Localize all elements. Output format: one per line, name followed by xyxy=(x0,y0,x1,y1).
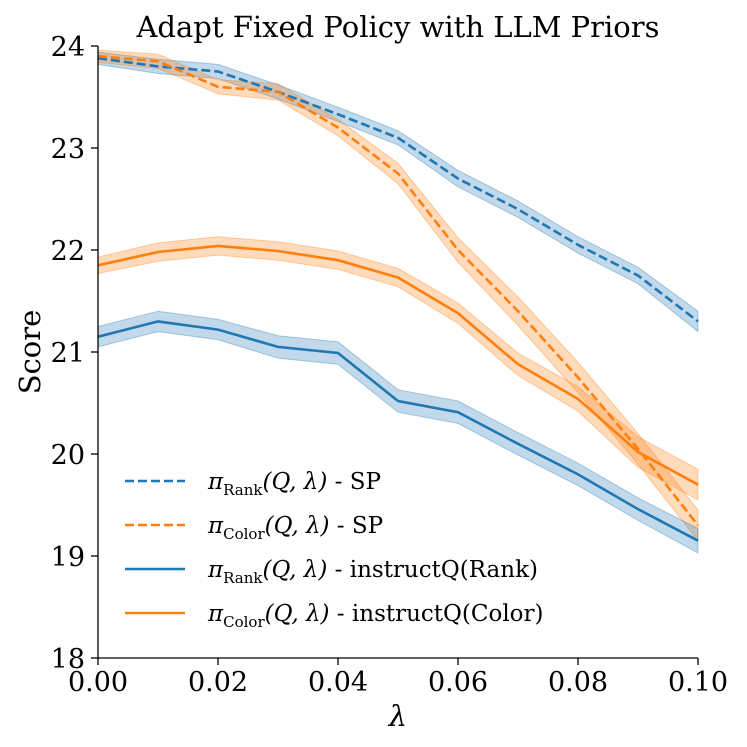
x-tick-label: 0.02 xyxy=(188,667,248,698)
series-line-0 xyxy=(97,56,699,323)
legend-symbol: π xyxy=(207,513,224,539)
series-band-3 xyxy=(97,236,699,501)
series-line-1 xyxy=(97,54,700,527)
legend-subscript: Rank xyxy=(223,481,263,499)
y-tick-label: 22 xyxy=(51,236,85,267)
series-lines xyxy=(97,54,700,542)
x-axis-label: λ xyxy=(388,699,407,733)
legend-symbol: π xyxy=(207,469,224,495)
x-tick-label: 0.04 xyxy=(308,667,368,698)
legend-symbol: π xyxy=(207,557,224,583)
legend-entry-2: πRank(Q, λ) - instructQ(Rank) xyxy=(207,557,538,587)
x-ticks: 0.00 0.02 0.04 0.06 0.08 0.10 xyxy=(68,658,728,698)
legend-args: (Q, λ) xyxy=(262,469,327,495)
x-tick-label: 0.08 xyxy=(548,667,608,698)
chart-title: Adapt Fixed Policy with LLM Priors xyxy=(135,10,659,44)
legend-suffix: - SP xyxy=(330,513,384,539)
confidence-bands xyxy=(97,49,699,554)
legend-suffix: - instructQ(Color) xyxy=(330,601,544,627)
y-axis-label: Score xyxy=(13,310,47,395)
legend-suffix: - SP xyxy=(327,469,381,495)
legend-subscript: Color xyxy=(223,613,265,631)
x-tick-label: 0.00 xyxy=(68,667,128,698)
y-tick-label: 20 xyxy=(51,440,85,471)
legend-args: (Q, λ) xyxy=(262,557,327,583)
legend-args: (Q, λ) xyxy=(265,601,330,627)
series-band-2 xyxy=(97,310,699,554)
legend-symbol: π xyxy=(207,601,224,627)
y-tick-label: 19 xyxy=(51,542,85,573)
y-tick-label: 18 xyxy=(51,644,85,675)
y-tick-label: 24 xyxy=(51,32,85,63)
legend-entry-3: πColor(Q, λ) - instructQ(Color) xyxy=(207,601,544,631)
series-line-2 xyxy=(97,320,699,542)
x-tick-label: 0.06 xyxy=(428,667,488,698)
legend-subscript: Color xyxy=(223,525,265,543)
series-band-0 xyxy=(97,51,699,333)
series-line-3 xyxy=(97,244,699,486)
legend-entry-1: πColor(Q, λ) - SP xyxy=(207,513,383,543)
legend-args: (Q, λ) xyxy=(265,513,330,539)
legend-suffix: - instructQ(Rank) xyxy=(327,557,538,583)
y-tick-label: 23 xyxy=(51,134,85,165)
legend-subscript: Rank xyxy=(223,569,263,587)
series-band-1 xyxy=(97,49,699,543)
x-tick-label: 0.10 xyxy=(668,667,728,698)
y-ticks: 18 19 20 21 22 23 24 xyxy=(51,32,98,675)
y-tick-label: 21 xyxy=(51,338,85,369)
legend-entry-0: πRank(Q, λ) - SP xyxy=(207,469,381,499)
